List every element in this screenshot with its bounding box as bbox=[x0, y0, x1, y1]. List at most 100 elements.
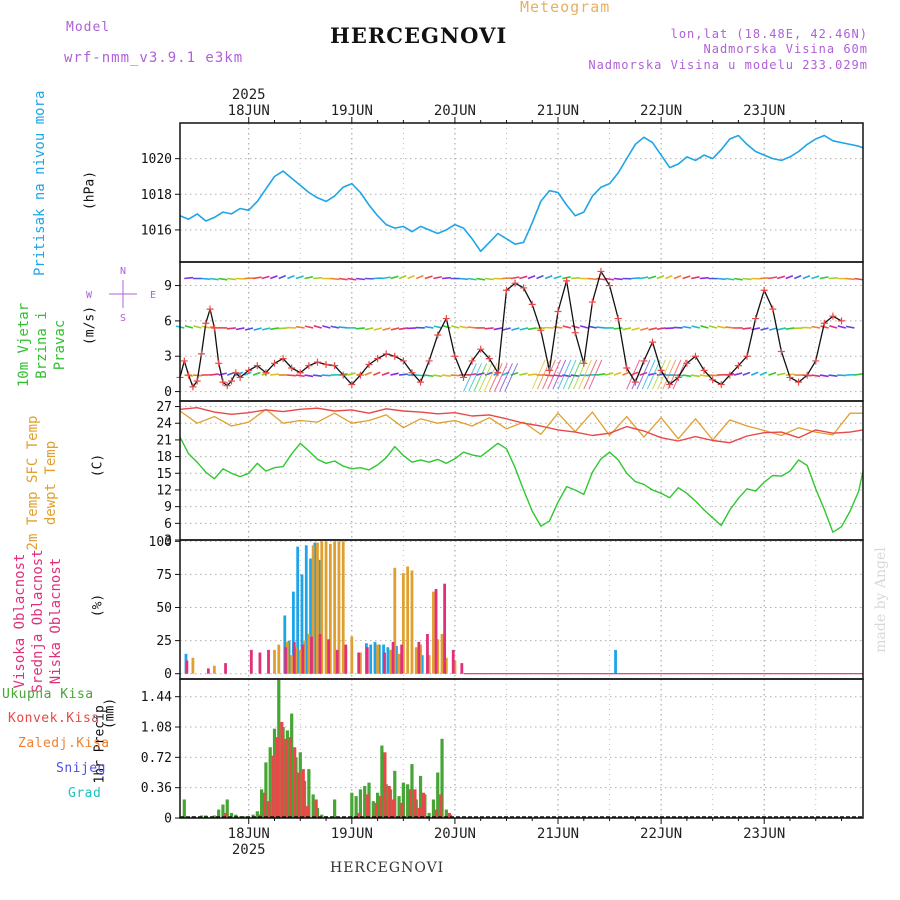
wind-arrow bbox=[630, 277, 641, 280]
cloud-bar bbox=[344, 644, 348, 674]
cloud-bar bbox=[393, 567, 397, 674]
cloud-bar bbox=[284, 647, 288, 674]
wind-speed-marker bbox=[537, 326, 545, 334]
cloud-bar bbox=[383, 652, 386, 674]
wind-speed-marker bbox=[382, 350, 390, 358]
wind-arrow bbox=[295, 275, 304, 280]
precip-bar bbox=[260, 789, 264, 818]
wind-speed-marker bbox=[296, 369, 304, 377]
wind-speed-marker bbox=[606, 282, 614, 290]
wind-arrow bbox=[313, 325, 322, 329]
wind-arrow bbox=[733, 372, 743, 376]
precip-bar bbox=[371, 801, 375, 818]
cloud-bar bbox=[327, 639, 331, 674]
wind-arrow bbox=[854, 372, 864, 376]
cloud-bar bbox=[453, 660, 457, 674]
precip-bar bbox=[242, 816, 247, 818]
panel-frame bbox=[179, 261, 864, 402]
wind-arrow bbox=[691, 325, 700, 329]
wind-arrow bbox=[708, 325, 718, 329]
wind-arrow bbox=[347, 372, 356, 376]
ytick-label: 50 bbox=[156, 601, 172, 616]
wind-arrow bbox=[338, 326, 348, 329]
panel-frame bbox=[179, 539, 864, 680]
cloud-bar bbox=[267, 649, 270, 674]
wind-arrow bbox=[261, 275, 270, 280]
wind-arrow bbox=[304, 325, 314, 329]
precip-bar bbox=[387, 785, 391, 818]
wind-arrow bbox=[209, 277, 219, 281]
ytick-label: 1016 bbox=[141, 223, 172, 238]
wind-arrow bbox=[665, 274, 673, 280]
wind-arrow bbox=[313, 276, 323, 280]
wind-speed-marker bbox=[460, 373, 468, 381]
wind-arrow bbox=[768, 327, 778, 331]
precip-bar bbox=[264, 762, 268, 818]
precip-bar bbox=[444, 809, 448, 818]
wind-hatch bbox=[588, 359, 603, 390]
wind-arrow bbox=[347, 277, 357, 281]
wind-arrow bbox=[648, 327, 657, 331]
wind-arrow bbox=[424, 325, 434, 329]
wind-arrow bbox=[424, 374, 434, 378]
precip-bar bbox=[301, 769, 305, 818]
ytick-label: 18 bbox=[156, 450, 172, 465]
wind-arrow bbox=[407, 274, 415, 280]
wind-arrow bbox=[630, 371, 639, 376]
ytick-label: 0.36 bbox=[141, 781, 172, 796]
wind-arrow bbox=[673, 274, 682, 280]
cloud-bar bbox=[420, 655, 424, 674]
wind-speed-marker bbox=[339, 371, 347, 379]
wind-arrow bbox=[442, 325, 451, 329]
wind-speed-marker bbox=[743, 352, 751, 360]
wind-arrow bbox=[415, 274, 424, 280]
wind-arrow bbox=[544, 274, 553, 280]
wind-speed-marker bbox=[245, 366, 253, 374]
wind-arrow bbox=[588, 277, 598, 281]
wind-arrow bbox=[519, 275, 528, 280]
wind-arrow bbox=[304, 374, 314, 378]
precip-bar bbox=[427, 812, 431, 818]
legend-hail: Grad bbox=[68, 786, 102, 801]
precip-bar bbox=[268, 747, 272, 818]
precip-bar bbox=[413, 789, 417, 818]
wind-arrow bbox=[760, 327, 769, 331]
station-elevation: Nadmorska Visina 60m bbox=[703, 42, 868, 56]
wind-speed-marker bbox=[502, 286, 510, 294]
wind-arrow bbox=[811, 374, 821, 378]
wind-speed-marker bbox=[709, 376, 717, 384]
cloud-bar bbox=[212, 665, 216, 674]
wind-arrow bbox=[484, 371, 493, 376]
wind-speed-marker bbox=[425, 357, 433, 365]
wind-speed-marker bbox=[683, 359, 691, 367]
wind-hatch bbox=[542, 359, 556, 390]
precip-bar bbox=[400, 802, 404, 818]
wind-arrow bbox=[467, 373, 477, 376]
wind-arrow bbox=[716, 325, 726, 329]
wind-arrow bbox=[811, 275, 820, 280]
wind-speed-marker bbox=[494, 369, 502, 377]
wind-arrow bbox=[287, 274, 295, 280]
day-label-top: 22JUN bbox=[640, 103, 682, 119]
wind-speed-marker bbox=[812, 357, 820, 365]
precip-bar bbox=[436, 772, 440, 818]
wind-arrow bbox=[519, 372, 528, 376]
wind-arrow bbox=[338, 277, 348, 281]
wind-hatch bbox=[478, 363, 493, 392]
wind-arrow bbox=[828, 374, 838, 377]
wind-speed-marker bbox=[838, 317, 846, 325]
cloud-bar bbox=[400, 644, 404, 674]
cloud-bar bbox=[317, 559, 321, 674]
wind-arrow bbox=[201, 277, 211, 281]
wind-speed-marker bbox=[691, 352, 699, 360]
wind-hatch bbox=[578, 359, 592, 390]
precip-bar bbox=[182, 799, 186, 818]
wind-arrow bbox=[278, 327, 288, 330]
wind-arrow bbox=[776, 275, 786, 280]
ytick-label: 3 bbox=[164, 534, 172, 549]
model-name: wrf-nmm_v3.9.1 e3km bbox=[64, 50, 244, 66]
wind-arrow bbox=[467, 326, 477, 329]
wind-arrow bbox=[699, 374, 709, 377]
wind-speed-marker bbox=[803, 371, 811, 379]
